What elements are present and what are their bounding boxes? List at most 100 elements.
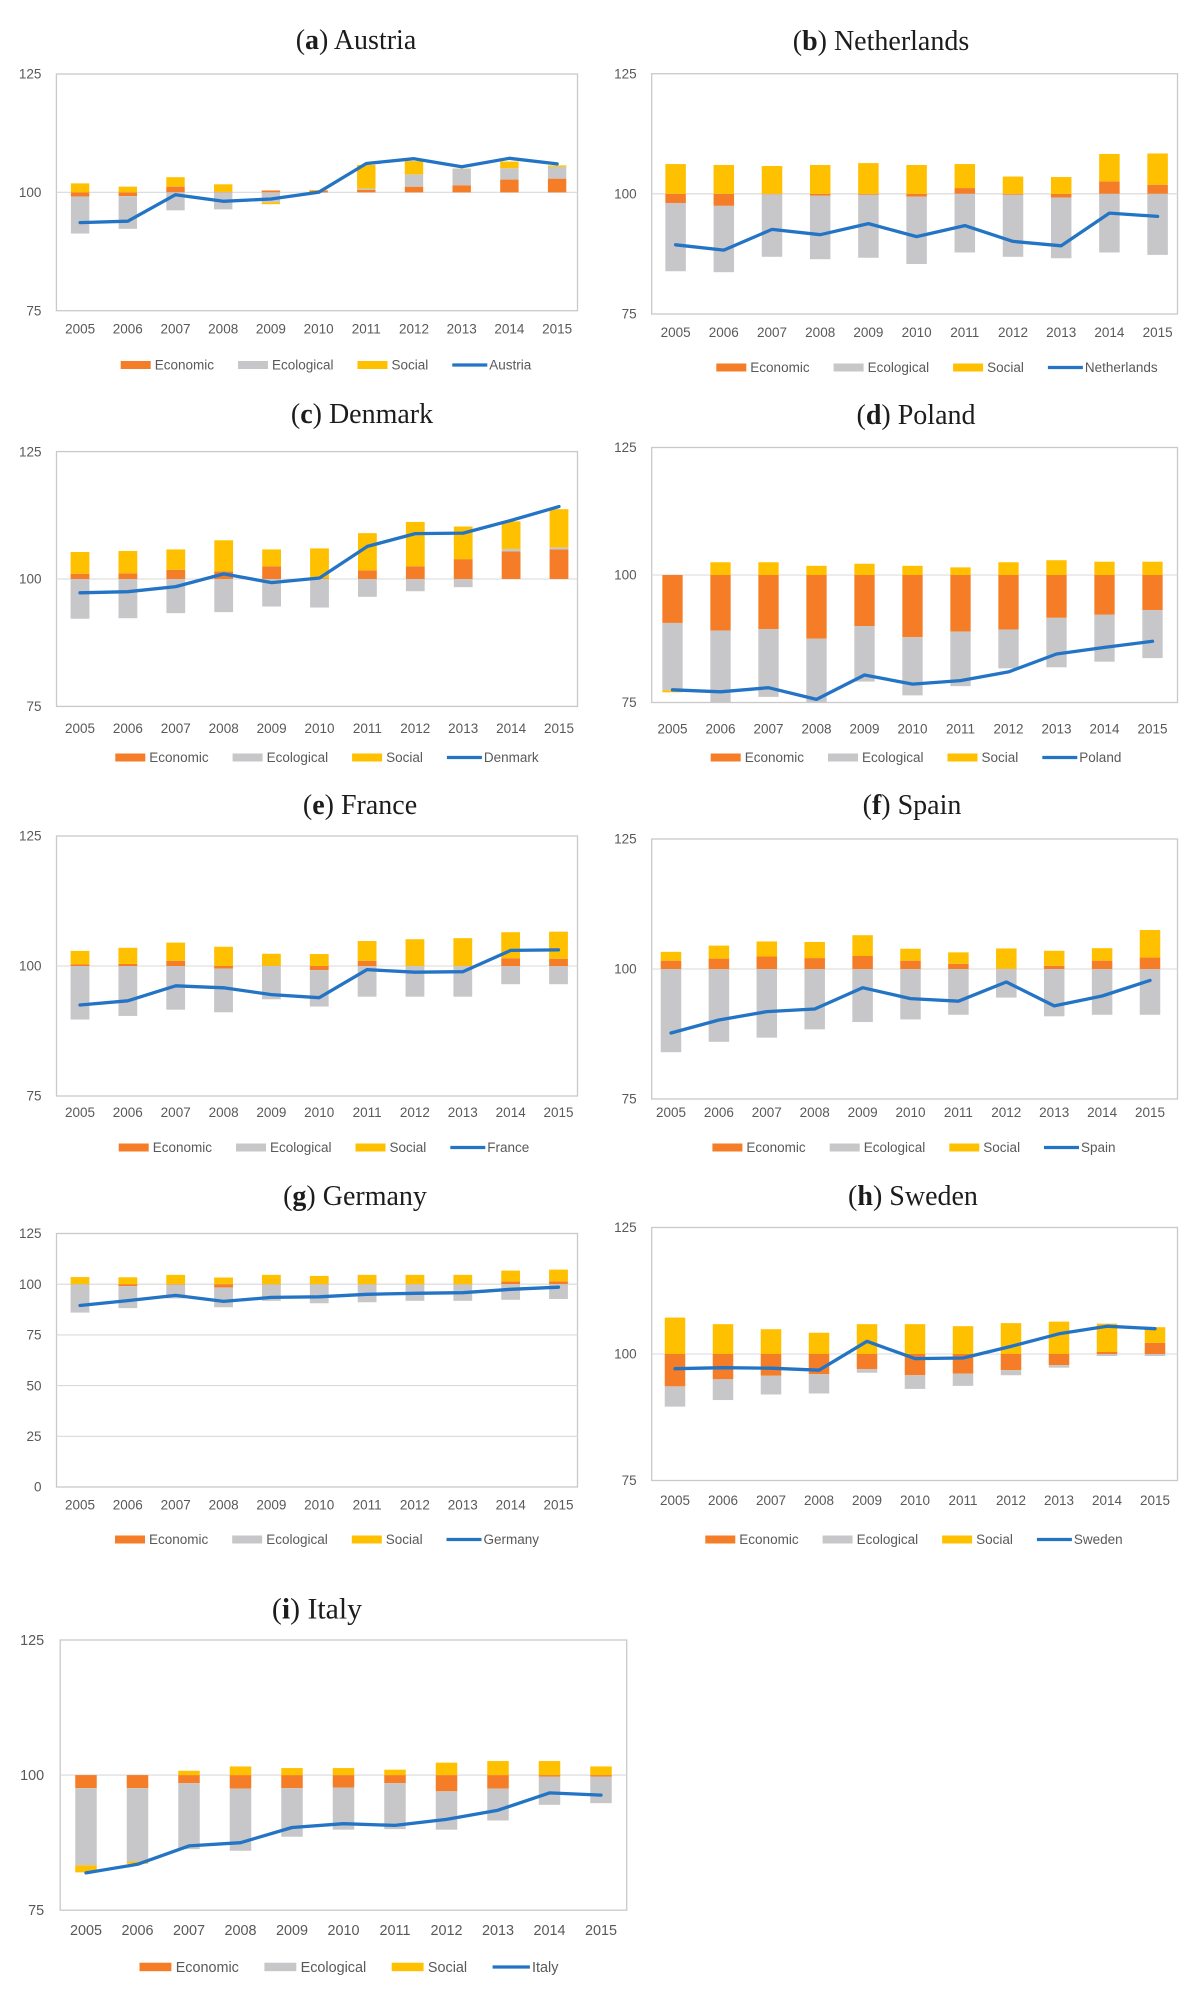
- svg-text:2015: 2015: [544, 721, 574, 736]
- svg-text:100: 100: [614, 962, 637, 977]
- svg-text:2005: 2005: [65, 1105, 95, 1120]
- svg-text:(c) Denmark: (c) Denmark: [291, 399, 433, 430]
- svg-text:(h) Sweden: (h) Sweden: [848, 1181, 978, 1212]
- svg-text:2015: 2015: [1140, 1493, 1170, 1508]
- svg-text:2014: 2014: [496, 1105, 527, 1120]
- svg-text:Social: Social: [386, 1532, 423, 1547]
- svg-text:2011: 2011: [353, 1105, 382, 1120]
- svg-text:2013: 2013: [447, 322, 477, 337]
- svg-text:75: 75: [622, 307, 637, 322]
- svg-text:2014: 2014: [1087, 1105, 1118, 1120]
- svg-text:2015: 2015: [1135, 1105, 1165, 1120]
- svg-text:2013: 2013: [482, 1923, 514, 1939]
- svg-text:125: 125: [19, 1226, 42, 1241]
- svg-text:100: 100: [614, 1347, 637, 1362]
- svg-text:2012: 2012: [991, 1105, 1021, 1120]
- svg-text:Ecological: Ecological: [868, 360, 930, 375]
- svg-text:2012: 2012: [998, 325, 1028, 340]
- svg-text:Austria: Austria: [489, 358, 532, 373]
- svg-text:Economic: Economic: [745, 750, 805, 765]
- svg-text:125: 125: [614, 66, 637, 81]
- svg-text:2009: 2009: [849, 722, 879, 737]
- svg-text:2014: 2014: [496, 1498, 527, 1513]
- svg-text:2005: 2005: [65, 721, 95, 736]
- svg-text:2008: 2008: [801, 722, 831, 737]
- svg-text:2015: 2015: [543, 1105, 573, 1120]
- svg-text:75: 75: [26, 303, 41, 318]
- svg-text:2009: 2009: [853, 325, 883, 340]
- svg-text:2005: 2005: [65, 322, 95, 337]
- svg-text:2015: 2015: [1143, 325, 1173, 340]
- svg-text:2015: 2015: [585, 1923, 617, 1939]
- svg-text:2011: 2011: [946, 722, 975, 737]
- svg-text:2006: 2006: [113, 1498, 143, 1513]
- svg-text:Social: Social: [392, 358, 429, 373]
- svg-text:2005: 2005: [65, 1498, 95, 1513]
- svg-text:100: 100: [19, 1277, 42, 1292]
- svg-text:2010: 2010: [304, 1105, 334, 1120]
- svg-text:2008: 2008: [804, 1493, 834, 1508]
- svg-text:125: 125: [20, 1633, 44, 1649]
- svg-text:2006: 2006: [113, 322, 143, 337]
- svg-text:Economic: Economic: [149, 750, 209, 765]
- svg-text:2013: 2013: [1044, 1493, 1074, 1508]
- svg-text:France: France: [487, 1140, 529, 1155]
- svg-text:2012: 2012: [400, 1105, 430, 1120]
- svg-text:2010: 2010: [897, 722, 927, 737]
- svg-text:Economic: Economic: [176, 1960, 239, 1976]
- svg-text:2014: 2014: [533, 1923, 565, 1939]
- svg-text:2013: 2013: [1041, 722, 1071, 737]
- svg-text:2007: 2007: [753, 722, 783, 737]
- svg-text:100: 100: [614, 187, 637, 202]
- svg-text:Italy: Italy: [532, 1960, 559, 1976]
- svg-text:2014: 2014: [1094, 325, 1125, 340]
- svg-text:2007: 2007: [756, 1493, 786, 1508]
- svg-text:75: 75: [26, 1328, 41, 1343]
- svg-text:2009: 2009: [257, 721, 287, 736]
- svg-text:2012: 2012: [993, 722, 1023, 737]
- svg-text:2005: 2005: [657, 722, 687, 737]
- svg-text:Poland: Poland: [1079, 750, 1121, 765]
- svg-text:2007: 2007: [161, 1498, 191, 1513]
- svg-text:2010: 2010: [900, 1493, 930, 1508]
- svg-text:Economic: Economic: [746, 1140, 806, 1155]
- svg-text:Ecological: Ecological: [857, 1532, 919, 1547]
- svg-text:Economic: Economic: [750, 360, 810, 375]
- svg-text:(b) Netherlands: (b) Netherlands: [793, 26, 970, 57]
- svg-text:2012: 2012: [430, 1923, 462, 1939]
- svg-text:2008: 2008: [209, 1498, 239, 1513]
- svg-text:2010: 2010: [304, 1498, 334, 1513]
- svg-text:2008: 2008: [208, 322, 238, 337]
- svg-text:Netherlands: Netherlands: [1085, 360, 1158, 375]
- svg-text:2015: 2015: [1137, 722, 1167, 737]
- svg-text:Social: Social: [976, 1532, 1013, 1547]
- svg-text:2013: 2013: [1039, 1105, 1069, 1120]
- svg-text:2006: 2006: [705, 722, 735, 737]
- svg-text:2014: 2014: [1092, 1493, 1123, 1508]
- svg-text:2013: 2013: [448, 721, 478, 736]
- svg-text:100: 100: [19, 185, 42, 200]
- svg-text:Denmark: Denmark: [484, 750, 539, 765]
- svg-text:2009: 2009: [256, 322, 286, 337]
- svg-text:2011: 2011: [380, 1923, 411, 1939]
- svg-text:2009: 2009: [256, 1105, 286, 1120]
- svg-text:25: 25: [26, 1429, 41, 1444]
- svg-text:(a) Austria: (a) Austria: [296, 25, 417, 56]
- svg-text:75: 75: [622, 695, 637, 710]
- svg-text:2014: 2014: [1089, 722, 1120, 737]
- svg-text:2006: 2006: [708, 1493, 738, 1508]
- svg-text:125: 125: [614, 832, 637, 847]
- svg-text:2008: 2008: [800, 1105, 830, 1120]
- svg-text:(f) Spain: (f) Spain: [863, 790, 962, 821]
- svg-text:75: 75: [26, 699, 41, 714]
- svg-text:(i) Italy: (i) Italy: [272, 1593, 362, 1626]
- svg-text:2010: 2010: [895, 1105, 925, 1120]
- svg-text:2009: 2009: [852, 1493, 882, 1508]
- svg-text:2008: 2008: [805, 325, 835, 340]
- svg-text:2012: 2012: [996, 1493, 1026, 1508]
- svg-text:Ecological: Ecological: [301, 1960, 367, 1976]
- svg-text:2011: 2011: [948, 1493, 977, 1508]
- svg-text:0: 0: [34, 1480, 42, 1495]
- svg-text:125: 125: [19, 67, 42, 82]
- svg-text:(d) Poland: (d) Poland: [856, 400, 975, 431]
